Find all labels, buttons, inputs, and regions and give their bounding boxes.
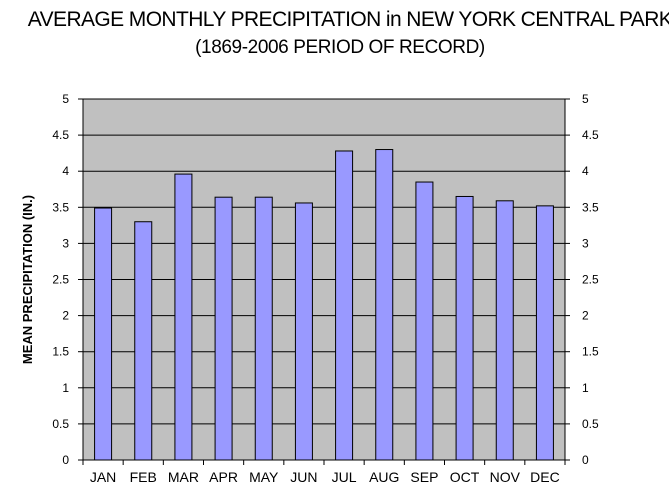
x-tick-label: JUN: [290, 469, 317, 485]
x-tick-label: OCT: [450, 469, 480, 485]
y-tick-label-right: 1: [582, 381, 589, 395]
gridlines: [83, 98, 565, 425]
y-tick-label-left: 1.5: [52, 345, 69, 359]
x-tick-label: JUL: [332, 469, 357, 485]
y-tick-label-left: 3.5: [52, 200, 69, 214]
x-tick-label: APR: [209, 469, 238, 485]
y-tick-label-right: 0: [582, 453, 589, 467]
y-tick-label-left: 5: [62, 92, 69, 106]
y-tick-label-left: 0: [62, 453, 69, 467]
y-tick-label-right: 3: [582, 236, 589, 250]
y-tick-label-right: 4.5: [582, 128, 599, 142]
y-tick-label-right: 2.5: [582, 273, 599, 287]
x-axis-ticks: JAN FEB MAR APR MAY JUN JUL AUG SEP OCT NOV DEC: [90, 469, 560, 485]
bar-aug: [375, 149, 394, 461]
x-tick-label: NOV: [490, 469, 521, 485]
axes: [78, 98, 570, 465]
bar-mar: [174, 173, 193, 461]
chart-title: AVERAGE MONTHLY PRECIPITATION in NEW YOR…: [27, 8, 669, 31]
x-tick-label: JAN: [90, 469, 116, 485]
y-tick-label-left: 4.5: [52, 128, 69, 142]
bar-jun: [294, 202, 313, 461]
bar-nov: [495, 200, 514, 461]
chart-subtitle: (1869-2006 PERIOD OF RECORD): [195, 37, 485, 58]
bar-sep: [415, 181, 434, 461]
y-tick-label-left: 3: [62, 236, 69, 250]
bar-feb: [134, 221, 153, 461]
x-tick-label: DEC: [530, 469, 560, 485]
y-axis-label: MEAN PRECIPITATION (IN.): [20, 195, 35, 364]
bar-oct: [455, 195, 474, 461]
bar-jul: [335, 150, 354, 461]
y-tick-label-left: 2.5: [52, 273, 69, 287]
y-axis-left-ticks: 0 0.5 1 1.5 2 2.5 3 3.5 4 4.5 5: [52, 92, 69, 467]
x-tick-label: MAR: [168, 469, 199, 485]
y-tick-label-right: 4: [582, 164, 589, 178]
bars: [94, 149, 554, 461]
y-tick-label-right: 2: [582, 309, 589, 323]
x-tick-label: SEP: [410, 469, 438, 485]
y-tick-label-right: 3.5: [582, 200, 599, 214]
bar-apr: [214, 196, 233, 461]
y-tick-label-left: 1: [62, 381, 69, 395]
bar-may: [254, 196, 273, 461]
y-axis-right-ticks: 0 0.5 1 1.5 2 2.5 3 3.5 4 4.5 5: [582, 92, 599, 467]
y-tick-label-left: 4: [62, 164, 69, 178]
x-tick-label: AUG: [369, 469, 399, 485]
y-tick-label-right: 0.5: [582, 417, 599, 431]
bar-jan: [94, 207, 113, 461]
plot-frame: [82, 98, 566, 461]
bar-dec: [535, 205, 554, 461]
y-tick-label-right: 5: [582, 92, 589, 106]
y-tick-label-right: 1.5: [582, 345, 599, 359]
y-tick-label-left: 0.5: [52, 417, 69, 431]
x-tick-label: MAY: [249, 469, 279, 485]
x-tick-label: FEB: [130, 469, 157, 485]
y-tick-label-left: 2: [62, 309, 69, 323]
